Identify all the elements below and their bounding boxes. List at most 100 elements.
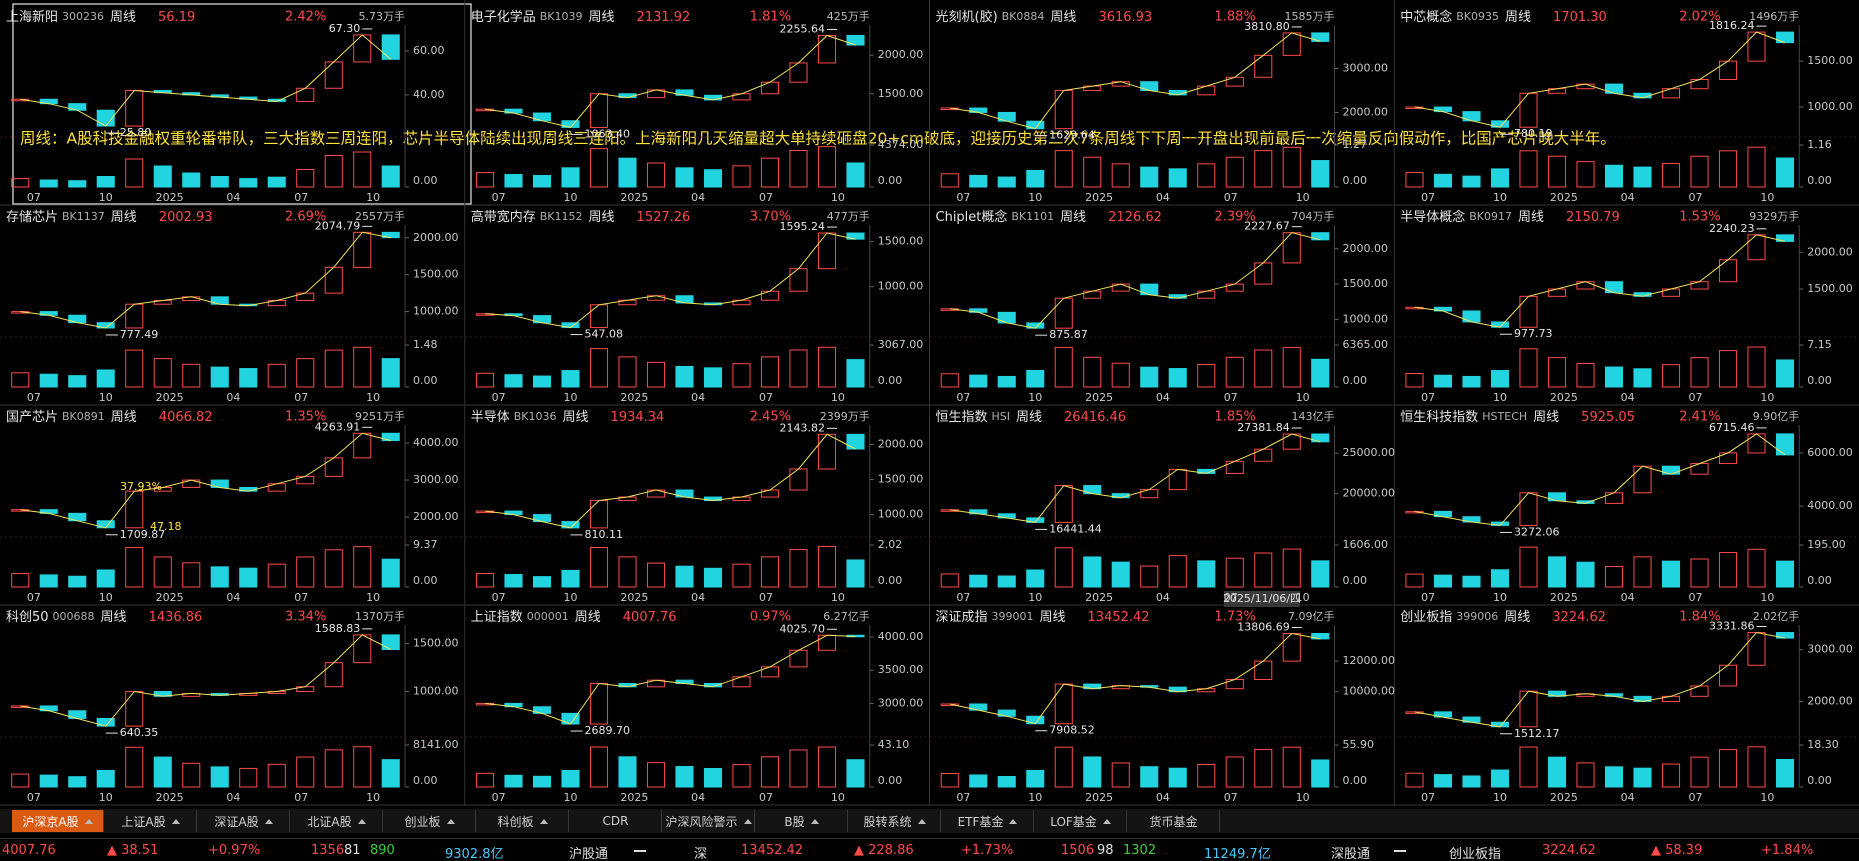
x-tick-label: 2025 — [1085, 191, 1113, 204]
x-tick-label: 10 — [1028, 191, 1042, 204]
candle — [1775, 433, 1795, 456]
status-item: 98 — [1097, 843, 1114, 858]
candle — [789, 468, 808, 491]
candle — [353, 432, 372, 459]
volume-bar — [1547, 556, 1567, 588]
high-label: 4263.91 — [315, 420, 361, 433]
candle — [1690, 79, 1709, 90]
tab[interactable]: CDR — [570, 810, 662, 832]
candle — [1747, 632, 1766, 666]
change: 2.41% — [1679, 410, 1720, 425]
volume-bar — [940, 772, 959, 788]
panel-header: 上海新阳 300236 周线 56.19 — [6, 9, 195, 25]
panel-header: 创业板指 399006 周线 3224.62 — [1400, 610, 1606, 625]
volume-bar — [381, 759, 400, 788]
change: 0.97% — [750, 610, 791, 625]
candle — [817, 433, 837, 470]
volume-bar — [969, 774, 988, 788]
y-tick-label: 1000.00 — [413, 685, 459, 698]
volume-bar — [675, 167, 694, 188]
x-tick-label: 10 — [99, 791, 113, 804]
vol-tick-label: 0.00 — [1343, 774, 1368, 787]
candle — [324, 61, 343, 89]
volume-bar — [267, 763, 286, 788]
stock-code: BK1152 — [540, 210, 583, 223]
volume-bar — [589, 746, 609, 788]
candle — [1311, 32, 1330, 42]
candle — [125, 691, 144, 727]
stock-code: BK1101 — [1011, 210, 1054, 223]
x-tick-label: 07 — [1689, 791, 1703, 804]
tab[interactable]: ETF基金 — [942, 810, 1034, 832]
vol-tick-label: 7.15 — [1807, 338, 1832, 351]
volume-bar — [1661, 560, 1681, 588]
stock-code: HSI — [992, 410, 1011, 423]
volume-bar — [39, 774, 58, 788]
candle — [1519, 92, 1538, 128]
volume: 7.09亿手 — [1288, 609, 1335, 623]
candle — [1225, 76, 1244, 87]
tab[interactable]: 深证A股 — [198, 810, 290, 832]
stock-name: 中芯概念 — [1400, 9, 1452, 25]
tab[interactable]: B股 — [756, 810, 848, 832]
vol-tick-label: 1.16 — [1807, 138, 1832, 151]
volume-bar — [1197, 364, 1216, 388]
x-tick-label: 10 — [1296, 191, 1310, 204]
vol-tick-label: 43.10 — [878, 738, 910, 751]
x-tick-label: 07 — [1689, 591, 1703, 604]
change: 1.73% — [1215, 610, 1256, 625]
change: 1.81% — [750, 10, 791, 25]
volume-bar — [1083, 756, 1102, 788]
tab-label: CDR — [602, 814, 629, 828]
volume-bar — [589, 348, 609, 388]
tab[interactable]: 科创板 — [477, 810, 569, 832]
close-line — [485, 232, 856, 329]
high-label: 3810.80 — [1244, 20, 1290, 33]
y-tick-label: 1500.00 — [1807, 54, 1853, 67]
tab[interactable]: 创业板 — [384, 810, 476, 832]
candle — [1254, 448, 1273, 462]
volume-bar — [760, 756, 780, 788]
low-label: 1629.64 — [1049, 129, 1095, 142]
volume-bar — [1775, 157, 1795, 188]
x-tick-label: 07 — [27, 591, 41, 604]
close-line — [20, 432, 391, 529]
period: 周线 — [563, 410, 589, 425]
volume-bar — [618, 157, 637, 188]
volume-bar — [68, 180, 87, 188]
x-tick-label: 10 — [1760, 791, 1774, 804]
volume-bar — [1633, 368, 1652, 388]
volume-bar — [1168, 168, 1187, 188]
stock-panel: 半导体 BK1036 周线 1934.34 2.45% 2399万手 2000.00 1500… — [464, 409, 930, 604]
volume-bar — [182, 363, 201, 388]
stock-panel: 电子化学品 BK1039 周线 2131.92 1.81% 425万手 2000.00 150… — [464, 9, 930, 204]
volume-bar — [96, 769, 115, 788]
candle — [1197, 85, 1216, 96]
volume-bar — [475, 172, 495, 188]
y-tick-label: 6000.00 — [1807, 446, 1853, 459]
tab[interactable]: 沪深风险警示 — [663, 810, 755, 832]
high-label: 6715.46 — [1709, 421, 1755, 434]
x-tick-label: 10 — [831, 791, 845, 804]
close-line — [1414, 234, 1786, 328]
tab[interactable]: 股转系统 — [849, 810, 941, 832]
volume-bar — [646, 562, 666, 588]
high-label: 3331.86 — [1709, 620, 1755, 633]
tab[interactable]: 北证A股 — [291, 810, 383, 832]
tab[interactable]: LOF基金 — [1035, 810, 1127, 832]
volume-bar — [1140, 565, 1159, 588]
tab[interactable]: 沪深京A股 — [12, 810, 104, 832]
panel-header: 深证成指 399001 周线 13452.42 — [936, 610, 1150, 625]
stock-panel: 科创50 000688 周线 1436.86 3.34% 1370万手1500.00100… — [0, 609, 465, 804]
note-text: 周线：A股科技金融权重轮番带队，三大指数三周连阳，芯片半导体陆续出现周线三连阳。… — [20, 129, 1616, 148]
tab[interactable]: 货币基金 — [1128, 810, 1220, 832]
tab[interactable]: 上证A股 — [105, 810, 197, 832]
candle — [296, 87, 315, 102]
candle — [1747, 31, 1766, 62]
price: 4066.82 — [159, 410, 213, 425]
volume-bar — [96, 569, 115, 588]
volume-bar — [1197, 560, 1216, 588]
x-tick-label: 07 — [294, 191, 308, 204]
volume-bar — [1054, 346, 1073, 388]
stock-name: 恒生指数 — [936, 410, 988, 425]
